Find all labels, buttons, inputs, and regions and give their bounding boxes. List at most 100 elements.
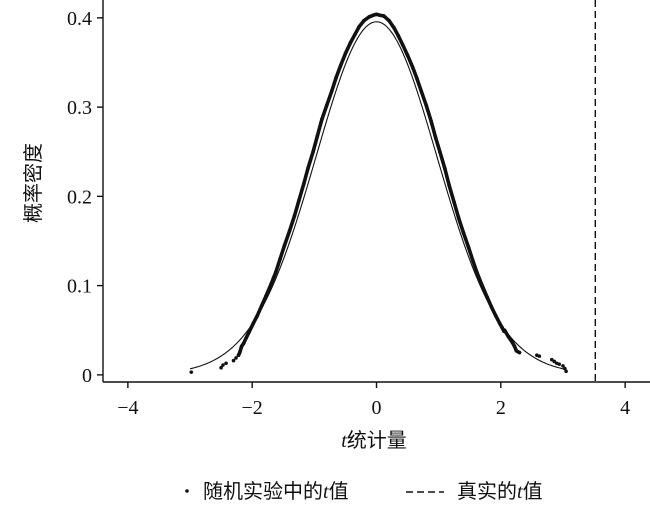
simulated-t-point <box>264 294 268 299</box>
simulated-t-point <box>352 33 357 37</box>
y-tick-label: 0.3 <box>67 97 92 119</box>
simulated-t-point <box>278 257 282 261</box>
simulated-t-point <box>561 364 565 368</box>
simulated-t-point <box>480 283 484 288</box>
simulated-t-point <box>311 149 315 154</box>
simulated-t-point <box>415 76 419 81</box>
simulated-t-point <box>221 363 225 367</box>
simulated-t-point <box>429 119 434 124</box>
simulated-t-point <box>371 13 376 17</box>
simulated-t-point <box>362 18 366 23</box>
simulated-t-point <box>447 183 452 188</box>
simulated-t-point <box>292 214 297 218</box>
simulated-t-point <box>255 314 259 318</box>
simulated-t-point <box>334 75 338 80</box>
legend-label-simulated: 随机实验中的t值 <box>203 480 349 503</box>
simulated-t-point <box>377 13 382 17</box>
simulated-t-point <box>433 135 438 140</box>
simulated-density-trace <box>236 12 522 358</box>
simulated-t-point <box>557 362 562 366</box>
simulated-t-point <box>497 321 502 325</box>
simulated-t-point <box>466 245 471 250</box>
simulated-t-point <box>563 366 567 371</box>
x-tick-label: −2 <box>242 397 263 419</box>
legend-dot-marker <box>185 489 189 493</box>
simulated-t-point <box>259 304 264 308</box>
simulated-t-point <box>500 325 504 330</box>
simulated-t-point <box>443 166 447 171</box>
x-tick-label: 4 <box>620 397 630 419</box>
simulated-t-point <box>456 215 461 220</box>
legend-label-reference: 真实的t值 <box>457 480 543 503</box>
simulated-t-point <box>419 89 424 93</box>
simulated-t-point <box>424 103 429 108</box>
simulated-t-point <box>224 361 228 366</box>
simulated-t-point <box>382 14 386 18</box>
simulated-t-point <box>348 41 353 45</box>
simulated-t-point <box>396 33 401 38</box>
x-tick-label: 2 <box>496 397 506 419</box>
theoretical-density-curve <box>189 21 567 371</box>
simulated-t-point <box>297 199 301 203</box>
simulated-t-point <box>306 165 310 170</box>
simulated-t-point <box>189 370 194 374</box>
simulated-t-point <box>343 51 348 56</box>
simulated-t-point <box>374 12 379 17</box>
simulated-t-point <box>274 270 278 275</box>
simulated-t-point <box>315 133 320 138</box>
simulated-t-point <box>387 18 391 23</box>
simulated-t-point <box>237 350 242 355</box>
simulated-t-point <box>514 348 519 353</box>
simulated-t-point <box>452 200 457 205</box>
simulated-t-point <box>329 89 334 93</box>
legend: 随机实验中的t值 真实的t值 <box>185 480 543 503</box>
simulated-t-point <box>247 330 251 334</box>
simulated-t-point <box>489 305 494 309</box>
simulated-t-point <box>502 328 507 333</box>
simulated-t-point <box>357 24 361 29</box>
simulated-t-point <box>287 229 292 233</box>
simulated-t-point <box>269 282 273 287</box>
y-axis-label: 概率密度 <box>22 143 45 223</box>
simulated-t-point <box>244 336 248 341</box>
simulated-t-point <box>219 365 223 370</box>
y-tick-label: 0.4 <box>67 8 92 30</box>
x-axis-label-italic-t: t <box>341 430 347 452</box>
x-tick-label: 0 <box>372 397 382 419</box>
simulated-t-point <box>239 344 244 349</box>
y-tick-label: 0.1 <box>67 276 92 298</box>
simulated-t-point <box>236 353 241 358</box>
simulated-t-point <box>471 258 475 263</box>
simulated-t-point <box>251 321 256 325</box>
simulated-t-point <box>320 117 324 122</box>
simulated-t-point <box>494 314 498 318</box>
axes: 0 0.1 0.2 0.3 0.4 −4 −2 0 2 4 <box>67 0 650 419</box>
simulated-t-point <box>475 271 480 275</box>
simulated-t-point <box>564 369 568 374</box>
simulated-t-point <box>485 295 489 300</box>
simulated-t-point <box>549 357 554 362</box>
simulated-t-point <box>510 340 514 344</box>
simulated-t-point <box>405 53 410 58</box>
simulated-t-point <box>338 64 343 68</box>
simulated-t-point <box>400 42 405 47</box>
simulated-t-point <box>241 341 246 346</box>
simulated-t-point <box>282 243 287 248</box>
simulated-t-point <box>367 15 371 19</box>
simulated-t-point <box>410 65 415 69</box>
x-tick-label: −4 <box>117 397 138 419</box>
y-tick-label: 0 <box>82 365 92 387</box>
simulated-t-point <box>392 25 396 30</box>
simulated-t-point <box>231 358 236 363</box>
simulated-t-point <box>517 350 522 355</box>
plot-area <box>189 0 596 382</box>
x-axis-label-text: 统计量 <box>347 429 407 452</box>
simulated-t-point <box>461 231 466 235</box>
simulated-t-point <box>324 103 329 108</box>
simulated-t-point <box>537 354 542 358</box>
simulated-t-point <box>552 359 557 364</box>
simulated-t-point <box>438 149 442 154</box>
y-tick-label: 0.2 <box>67 186 92 208</box>
simulated-t-point <box>506 334 511 339</box>
